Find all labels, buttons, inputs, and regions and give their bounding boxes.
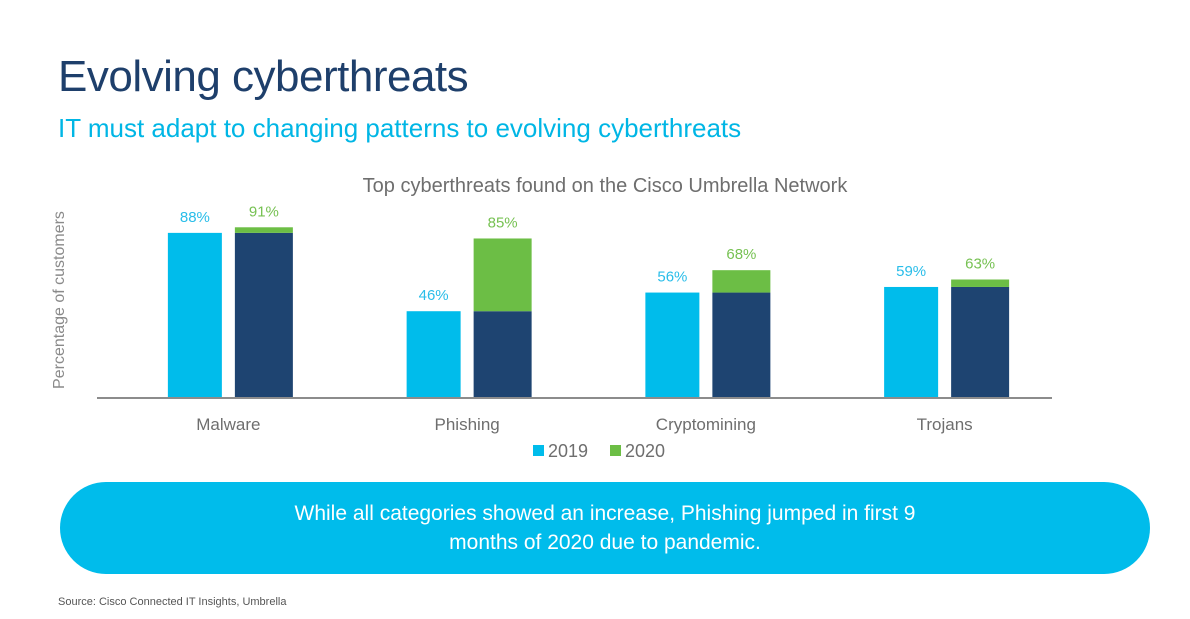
x-tick-label: Malware (196, 415, 260, 434)
legend-label-2020: 2020 (625, 441, 665, 461)
data-label-2020: 68% (726, 246, 756, 263)
bar-2020-base-trojans (951, 286, 1010, 397)
callout-banner: While all categories showed an increase,… (60, 482, 1150, 574)
x-tick-label: Trojans (917, 415, 973, 434)
bar-2020-increase-cryptomining (712, 270, 771, 293)
bar-2019-phishing (406, 311, 461, 397)
chart-title: Top cyberthreats found on the Cisco Umbr… (362, 175, 848, 197)
bar-2019-trojans (884, 286, 939, 397)
bar-2020-base-malware (234, 232, 293, 397)
x-tick-label: Cryptomining (656, 415, 756, 434)
bar-2019-cryptomining (645, 292, 700, 397)
legend-swatch-2019 (533, 445, 544, 456)
slide-subtitle: IT must adapt to changing patterns to ev… (58, 113, 742, 143)
data-label-2019: 59% (896, 263, 926, 280)
data-label-2019: 56% (657, 269, 687, 286)
bar-2020-base-cryptomining (712, 292, 771, 397)
legend-swatch-2020 (610, 445, 621, 456)
data-label-2019: 46% (419, 287, 449, 304)
bar-chart: Percentage of customers 88% 91% Malware 46% 8… (51, 203, 1052, 461)
legend-label-2019: 2019 (548, 441, 588, 461)
bar-2020-base-phishing (473, 311, 532, 397)
bar-2019-malware (167, 232, 222, 397)
bar-2020-increase-phishing (473, 238, 532, 312)
y-axis-label: Percentage of customers (51, 211, 68, 389)
data-label-2020: 63% (965, 256, 995, 273)
data-label-2020: 91% (249, 203, 279, 220)
bar-2020-increase-trojans (951, 279, 1010, 287)
data-label-2019: 88% (180, 209, 210, 226)
source-note: Source: Cisco Connected IT Insights, Umb… (58, 596, 287, 608)
slide-title: Evolving cyberthreats (58, 52, 469, 101)
data-label-2020: 85% (488, 214, 518, 231)
bar-2020-increase-malware (234, 227, 293, 233)
callout-text: While all categories showed an increase,… (294, 502, 916, 554)
x-tick-label: Phishing (435, 415, 500, 434)
